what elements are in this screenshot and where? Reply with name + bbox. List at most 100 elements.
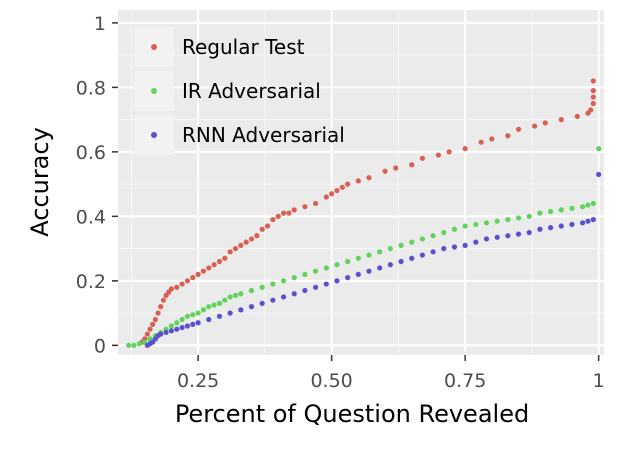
data-point (473, 221, 479, 228)
data-point (144, 331, 150, 337)
data-points (126, 78, 602, 348)
data-point (227, 310, 233, 316)
data-point (547, 208, 554, 215)
data-point (259, 226, 265, 232)
x-tick-label: 1 (593, 370, 605, 392)
data-point (515, 126, 522, 132)
data-point (136, 341, 142, 347)
data-point (505, 216, 511, 223)
data-point (313, 200, 319, 207)
data-point (489, 136, 495, 142)
data-point (168, 286, 175, 292)
series-ir-adversarial (126, 146, 602, 348)
data-point (323, 265, 329, 271)
data-point (275, 213, 281, 219)
data-point (580, 204, 586, 210)
data-point (409, 255, 415, 261)
data-point (195, 271, 201, 277)
data-point (580, 220, 586, 226)
data-point (150, 321, 156, 327)
data-point (435, 152, 442, 158)
data-point (366, 268, 372, 274)
data-point (190, 312, 196, 318)
data-point (179, 316, 185, 323)
data-point (355, 271, 361, 277)
data-point (323, 281, 329, 287)
data-point (537, 226, 543, 232)
data-point (366, 252, 372, 258)
data-point (147, 326, 153, 332)
data-point (184, 323, 191, 329)
data-point (280, 294, 287, 300)
data-point (494, 218, 500, 224)
data-point (345, 275, 351, 281)
data-point (590, 94, 596, 100)
data-point (542, 120, 548, 126)
data-point (216, 300, 223, 307)
data-point (179, 281, 185, 287)
legend-marker (151, 132, 157, 138)
data-point (259, 300, 265, 307)
data-point (526, 229, 532, 236)
data-point (131, 342, 137, 348)
data-point (585, 202, 591, 208)
data-point (323, 194, 329, 200)
data-point (451, 226, 458, 232)
data-point (313, 284, 319, 290)
data-point (238, 307, 244, 313)
data-point (291, 291, 297, 297)
y-tick-label: 0.6 (76, 142, 106, 164)
data-point (590, 88, 596, 94)
data-point (227, 249, 233, 255)
data-point (243, 239, 249, 245)
y-tick-label: 0.2 (76, 271, 106, 293)
data-point (494, 234, 500, 240)
data-point (387, 245, 393, 252)
data-point (200, 268, 207, 274)
data-point (430, 249, 436, 255)
data-point (152, 316, 158, 323)
data-point (313, 268, 319, 274)
data-point (441, 245, 447, 252)
series-regular-test (139, 78, 596, 345)
y-tick-label: 1 (94, 13, 106, 35)
data-point (515, 215, 522, 221)
data-point (473, 239, 479, 245)
data-point (419, 252, 426, 258)
data-point (270, 281, 276, 287)
y-axis-title: Accuracy (26, 127, 54, 237)
data-point (409, 239, 415, 245)
plot-panel (118, 10, 604, 355)
data-point (334, 187, 340, 194)
data-point (174, 320, 180, 326)
data-point (286, 210, 292, 216)
data-point (355, 255, 361, 261)
data-point (190, 321, 196, 327)
legend-label: Regular Test (182, 35, 305, 59)
y-tick-label: 0.8 (76, 77, 106, 99)
data-point (393, 165, 399, 171)
x-axis-title: Percent of Question Revealed (175, 400, 529, 428)
data-point (430, 233, 436, 239)
data-point (558, 223, 564, 229)
data-point (345, 181, 351, 187)
data-point (462, 242, 468, 248)
data-point (270, 216, 276, 223)
data-point (200, 307, 207, 313)
data-point (158, 304, 164, 310)
data-point (526, 213, 532, 219)
data-point (505, 133, 511, 139)
data-point (569, 205, 575, 211)
data-point (515, 231, 522, 237)
data-point (168, 323, 175, 329)
axes: 0 0.2 0.4 0.6 0.8 1 0.25 0.50 0.75 1 (76, 13, 605, 392)
data-point (302, 271, 308, 277)
data-point (590, 78, 596, 84)
data-point (222, 297, 228, 303)
data-point (377, 265, 383, 271)
data-point (462, 223, 468, 229)
data-point (302, 287, 308, 294)
data-point (248, 236, 255, 242)
